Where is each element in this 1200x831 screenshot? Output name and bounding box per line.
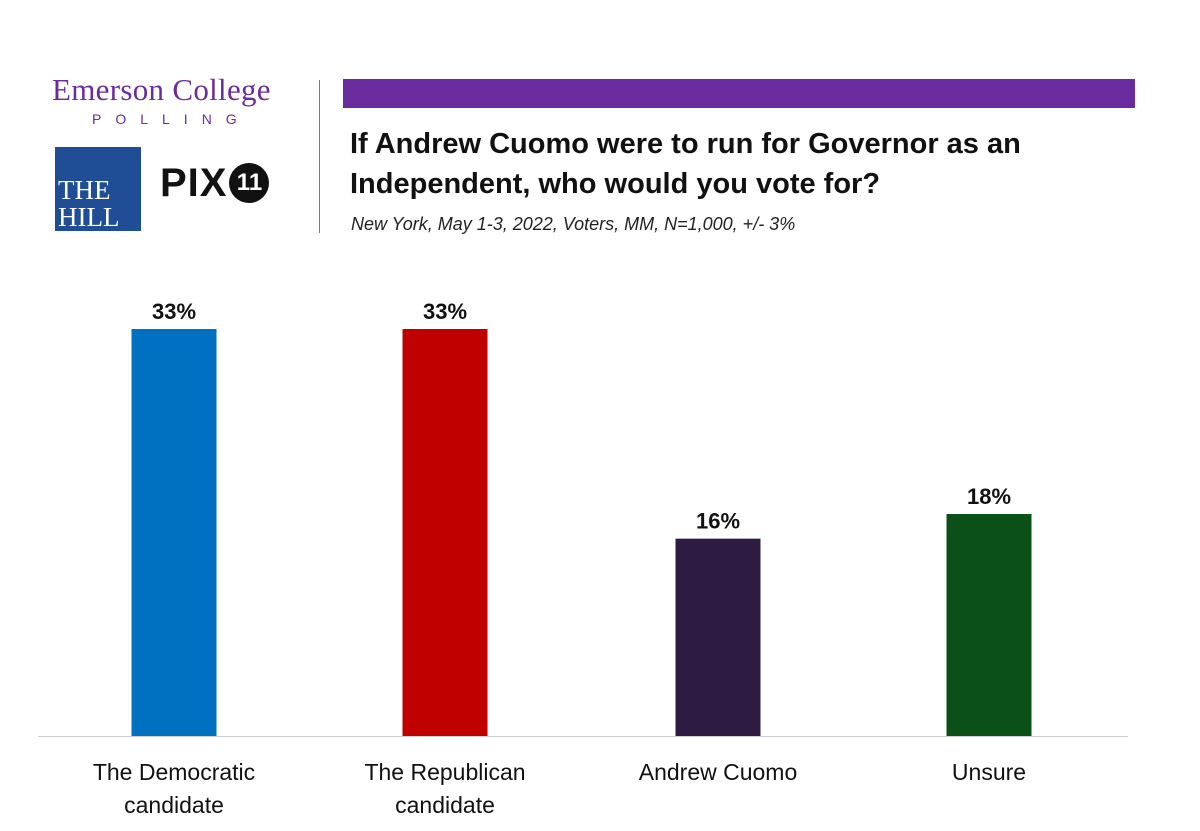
category-label: candidate [124,792,224,818]
category-label: The Democratic [93,759,255,785]
the-hill-logo: THE HILL [55,147,141,231]
category-label: Unsure [952,759,1026,785]
bar [946,514,1032,736]
data-label: 33% [152,299,196,324]
the-hill-logo-line1: THE [58,175,111,205]
chart-title: If Andrew Cuomo were to run for Governor… [350,128,1021,200]
bar [131,329,217,736]
data-label: 18% [967,484,1011,509]
pix11-logo: PIX 11 [160,161,270,205]
emerson-college-logo: Emerson College [52,72,271,107]
chart-subtitle: New York, May 1-3, 2022, Voters, MM, N=1… [351,214,796,234]
bar [675,538,761,736]
data-label: 33% [423,299,467,324]
category-label: The Republican [364,759,525,785]
polling-wordmark: POLLING [92,111,251,127]
data-label: 16% [696,509,740,534]
pix11-logo-text: PIX [160,161,228,205]
header-divider [319,80,320,233]
category-label: Andrew Cuomo [639,759,798,785]
category-label: candidate [395,792,495,818]
bar [402,329,488,736]
the-hill-logo-line2: HILL [58,202,120,232]
header-accent-bar [343,79,1135,108]
pix11-logo-number: 11 [229,163,270,203]
